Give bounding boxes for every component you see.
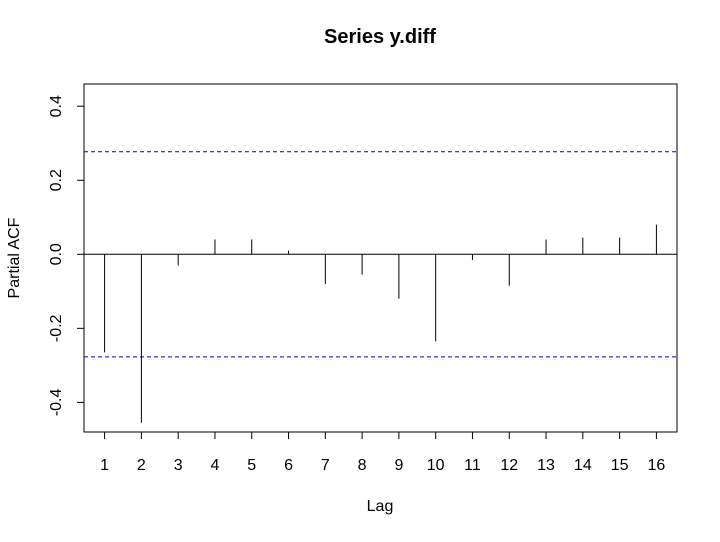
x-tick-label-15: 15 (611, 457, 629, 474)
pacf-bars (104, 224, 657, 423)
confidence-bounds (84, 151, 677, 358)
x-tick-label-9: 9 (394, 457, 403, 474)
x-tick-label-1: 1 (100, 457, 109, 474)
x-tick-label-7: 7 (321, 457, 330, 474)
y-tick-label-3: 0.2 (48, 169, 65, 191)
y-tick-label-2: 0.0 (48, 243, 65, 265)
plot-frame (83, 83, 678, 433)
x-tick-label-3: 3 (174, 457, 183, 474)
x-tick-label-14: 14 (574, 457, 592, 474)
y-axis-label: Partial ACF (6, 217, 23, 298)
y-tick-label-1: -0.2 (48, 314, 65, 342)
y-tick-label-4: 0.4 (48, 95, 65, 117)
x-axis: 1 2 3 4 5 6 7 8 9 10 11 12 13 14 15 16 (100, 432, 665, 474)
x-tick-label-6: 6 (284, 457, 293, 474)
y-axis: -0.4 -0.2 0.0 0.2 0.4 (48, 95, 84, 416)
x-tick-label-4: 4 (211, 457, 220, 474)
x-axis-label: Lag (367, 498, 394, 515)
chart-title: Series y.diff (324, 26, 436, 48)
x-tick-label-10: 10 (427, 457, 445, 474)
x-tick-label-12: 12 (500, 457, 518, 474)
x-tick-label-8: 8 (358, 457, 367, 474)
x-tick-label-11: 11 (464, 457, 481, 474)
y-tick-label-0: -0.4 (48, 389, 65, 417)
x-tick-label-5: 5 (247, 457, 256, 474)
x-tick-label-2: 2 (137, 457, 146, 474)
x-tick-label-13: 13 (537, 457, 555, 474)
x-tick-label-16: 16 (648, 457, 666, 474)
